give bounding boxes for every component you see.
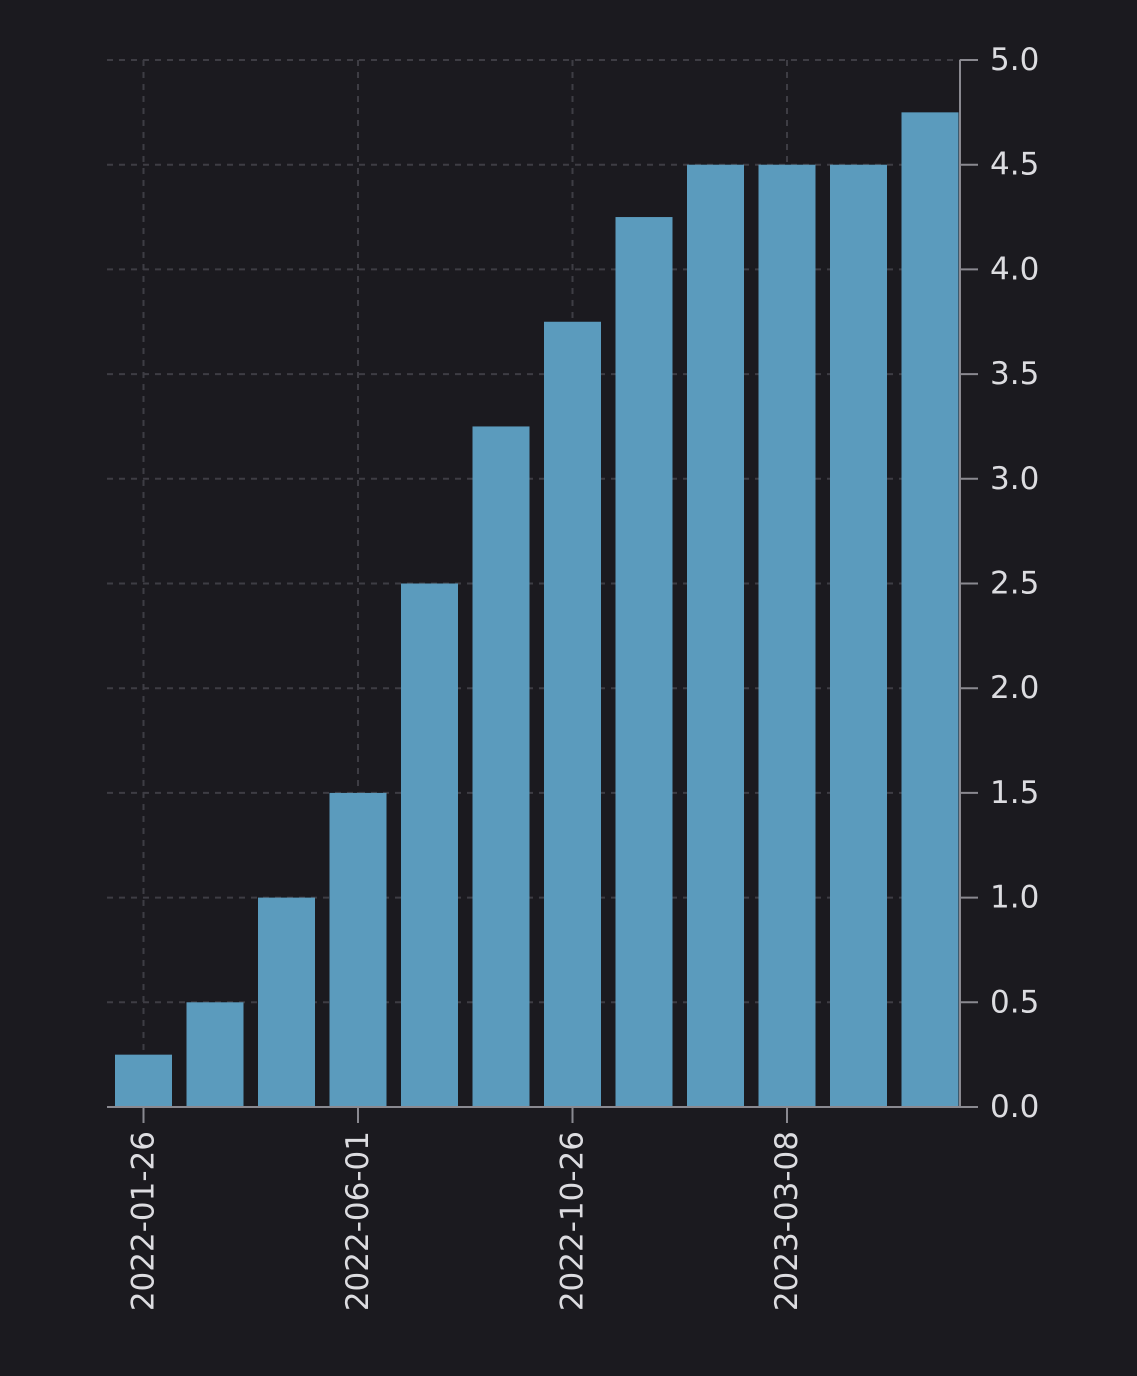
y-tick-label: 5.0 <box>990 42 1039 78</box>
y-tick-label: 2.0 <box>990 670 1039 706</box>
x-tick-label: 2022-06-01 <box>340 1131 376 1311</box>
y-tick-label: 0.0 <box>990 1089 1039 1125</box>
bars <box>115 112 959 1108</box>
y-tick-label: 4.0 <box>990 251 1039 287</box>
bar-2022-07-01 <box>401 583 458 1107</box>
bar-2022-06-01 <box>329 792 387 1107</box>
bar-2022-08-15 <box>472 426 530 1107</box>
bar-2022-03-31 <box>258 897 315 1107</box>
y-tick-label: 3.5 <box>990 356 1039 392</box>
x-tick-label: 2022-10-26 <box>555 1131 591 1311</box>
y-tick-label: 1.5 <box>990 775 1039 811</box>
x-tick-label: 2023-03-08 <box>769 1131 805 1311</box>
bar-2022-10-26 <box>544 321 601 1107</box>
tick-labels: 0.0 0.5 1.0 1.5 2.0 2.5 3.0 3.5 4.0 4.5 5.0 2022-01… <box>126 42 1040 1311</box>
y-tick-label: 2.5 <box>990 566 1039 602</box>
bar-2022-11-30 <box>615 217 673 1108</box>
y-tick-label: 3.0 <box>990 461 1039 497</box>
bar-2023-04-15 <box>830 164 887 1107</box>
axes <box>107 59 978 1123</box>
y-tick-label: 1.0 <box>990 880 1039 916</box>
bar-2022-03-01 <box>186 1002 244 1107</box>
y-tick-label: 0.5 <box>990 984 1039 1020</box>
bar-2023-03-08 <box>758 164 816 1107</box>
bar-2023-01-15 <box>687 164 744 1107</box>
bar-2023-05-20 <box>901 112 959 1108</box>
x-tick-label: 2022-01-26 <box>126 1131 162 1311</box>
bar-2022-01-26 <box>115 1054 172 1107</box>
y-tick-label: 4.5 <box>990 147 1039 183</box>
